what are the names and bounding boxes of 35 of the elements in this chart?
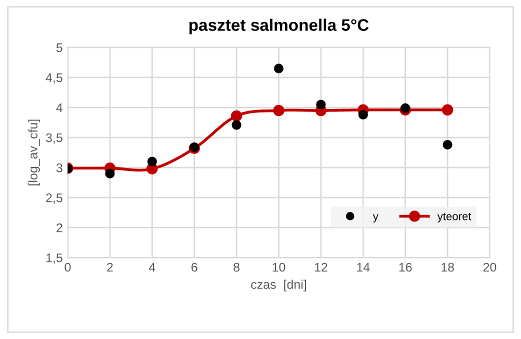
x-tick-label: 10 [272, 262, 286, 272]
x-tick-label: 20 [483, 262, 496, 272]
y-tick-label: 1,5 [46, 254, 62, 264]
point [442, 104, 454, 116]
x-tick-label: 4 [148, 262, 156, 272]
point [273, 104, 284, 116]
point [316, 100, 326, 110]
chart-title: pasztet salmonella 5°C [189, 18, 369, 34]
x-tick-label: 12 [314, 262, 328, 272]
y-tick-label: 2 [56, 223, 62, 232]
x-axis-title: czas [dni] [251, 280, 306, 292]
y-tick-label: 3 [56, 163, 62, 172]
y-tick-label: 3,5 [46, 133, 62, 144]
point [400, 103, 410, 113]
x-tick-label: 18 [442, 262, 454, 272]
point [274, 64, 284, 74]
point [232, 120, 242, 130]
y-tick-label: 4 [56, 103, 63, 112]
y-tick-label: 4,5 [46, 73, 62, 84]
x-tick-label: 6 [191, 262, 198, 272]
x-tick-label: 8 [234, 262, 240, 272]
y-axis-title: [log_av_cfu] [28, 120, 40, 186]
point [230, 110, 242, 122]
y-tick-label: 5 [56, 43, 62, 52]
x-tick-label: 2 [107, 262, 113, 272]
point [105, 168, 115, 178]
y-tick-label: 2,5 [46, 193, 62, 204]
legend-label: y [372, 214, 378, 222]
x-tick-label: 0 [64, 262, 71, 272]
x-tick-label: 14 [357, 262, 370, 272]
point [442, 140, 452, 150]
x-tick-label: 16 [399, 262, 412, 272]
point [147, 156, 157, 166]
point [358, 110, 368, 120]
legend-label: yteoret [437, 212, 472, 222]
